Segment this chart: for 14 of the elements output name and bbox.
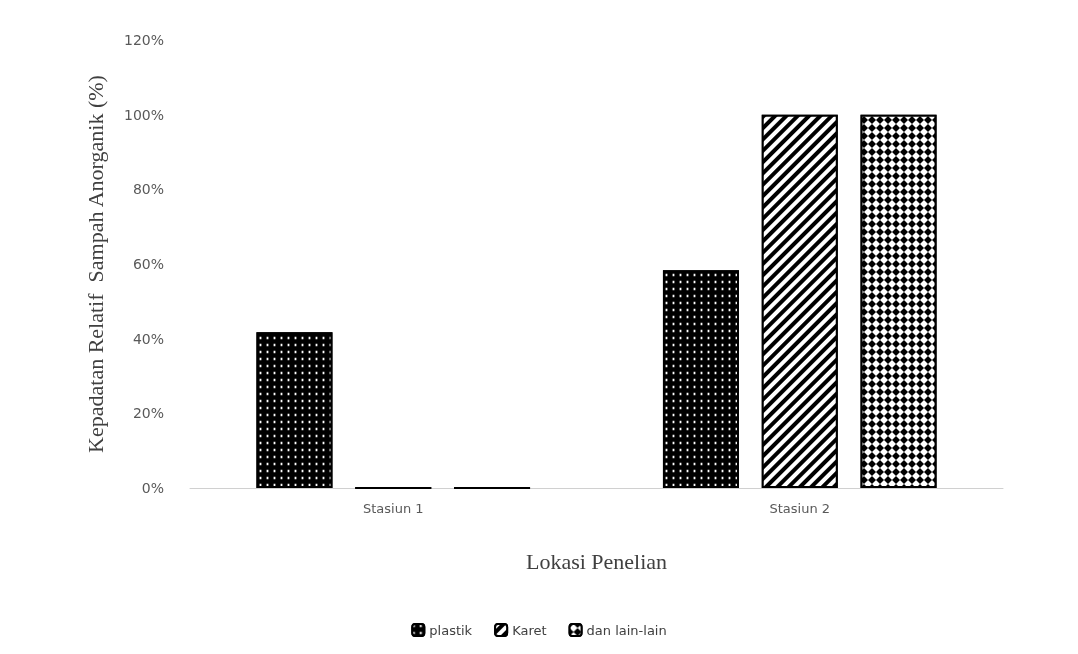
y-tick-label: 40% (132, 330, 164, 347)
legend-label: Karet (512, 622, 547, 638)
y-tick-label: 0% (141, 480, 164, 496)
y-tick-label: 80% (132, 181, 164, 198)
y-tick-label: 100% (123, 106, 164, 123)
legend-label: plastik (429, 622, 473, 638)
y-tick-label: 20% (132, 405, 164, 422)
x-axis-title: Lokasi Penelian (525, 548, 668, 574)
y-tick-label: 120% (123, 32, 164, 48)
x-tick-label: Stasiun 2 (769, 501, 831, 516)
y-axis-title: Kepadatan Relatif Sampah Anorganik (%) (82, 75, 108, 453)
y-tick-label: 60% (132, 256, 164, 272)
legend-label: dan lain-lain (586, 622, 667, 638)
x-tick-label: Stasiun 1 (362, 501, 424, 516)
